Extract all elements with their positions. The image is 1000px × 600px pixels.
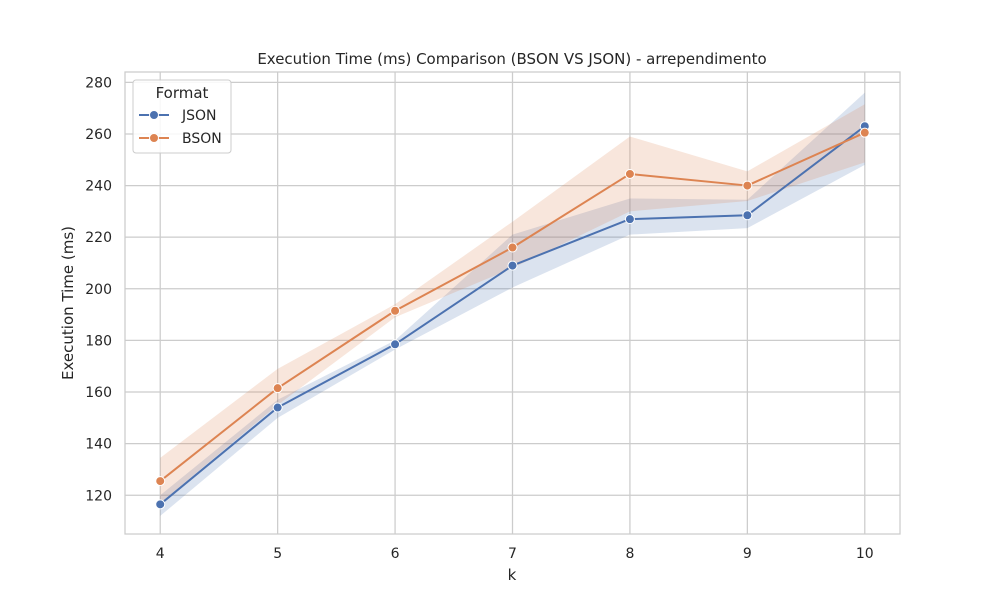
legend-marker bbox=[149, 110, 159, 120]
data-point-json bbox=[507, 260, 518, 271]
x-axis-label: k bbox=[508, 566, 517, 584]
y-tick-label: 120 bbox=[85, 488, 112, 504]
confidence-bands bbox=[160, 92, 865, 516]
y-tick-label: 160 bbox=[85, 385, 112, 401]
data-point-json bbox=[742, 210, 753, 221]
y-tick-label: 220 bbox=[85, 230, 112, 246]
y-axis-label: Execution Time (ms) bbox=[59, 226, 77, 380]
data-point-json bbox=[624, 214, 635, 225]
x-tick-label: 10 bbox=[856, 546, 874, 562]
data-point-bson bbox=[507, 242, 518, 253]
y-tick-label: 200 bbox=[85, 282, 112, 298]
ci-band-bson bbox=[160, 104, 865, 504]
data-point-bson bbox=[272, 383, 283, 394]
y-tick-label: 140 bbox=[85, 437, 112, 453]
y-tick-label: 260 bbox=[85, 127, 112, 143]
legend-title: Format bbox=[156, 84, 209, 102]
chart-title: Execution Time (ms) Comparison (BSON VS … bbox=[257, 50, 766, 68]
y-tick-label: 280 bbox=[85, 75, 112, 91]
legend-items: JSON BSON bbox=[139, 108, 222, 147]
x-tick-label: 8 bbox=[625, 546, 634, 562]
legend-item-json: JSON bbox=[139, 108, 217, 124]
data-point-bson bbox=[742, 180, 753, 191]
data-point-json bbox=[155, 499, 166, 510]
x-tick-label: 6 bbox=[391, 546, 400, 562]
data-point-json bbox=[390, 339, 401, 350]
x-tick-label: 7 bbox=[508, 546, 517, 562]
x-tick-label: 4 bbox=[156, 546, 165, 562]
data-point-json bbox=[272, 402, 283, 413]
data-point-bson bbox=[155, 476, 166, 487]
y-tick-label: 180 bbox=[85, 333, 112, 349]
x-tick-labels: 4 5 6 7 8 9 10 bbox=[156, 546, 874, 562]
grid bbox=[125, 72, 900, 534]
y-tick-label: 240 bbox=[85, 179, 112, 195]
legend-item-bson: BSON bbox=[139, 131, 222, 147]
plot-frame bbox=[124, 71, 901, 535]
x-tick-label: 5 bbox=[273, 546, 282, 562]
data-point-bson bbox=[390, 305, 401, 316]
data-point-bson bbox=[859, 127, 870, 138]
legend-label: BSON bbox=[182, 131, 222, 147]
legend-marker bbox=[149, 133, 159, 143]
data-point-bson bbox=[624, 168, 635, 179]
x-tick-label: 9 bbox=[743, 546, 752, 562]
legend: Format JSON BSON bbox=[132, 79, 232, 154]
series-points bbox=[155, 121, 870, 510]
y-tick-labels: 120 140 160 180 200 220 240 260 280 bbox=[85, 75, 112, 504]
legend-label: JSON bbox=[181, 108, 217, 124]
